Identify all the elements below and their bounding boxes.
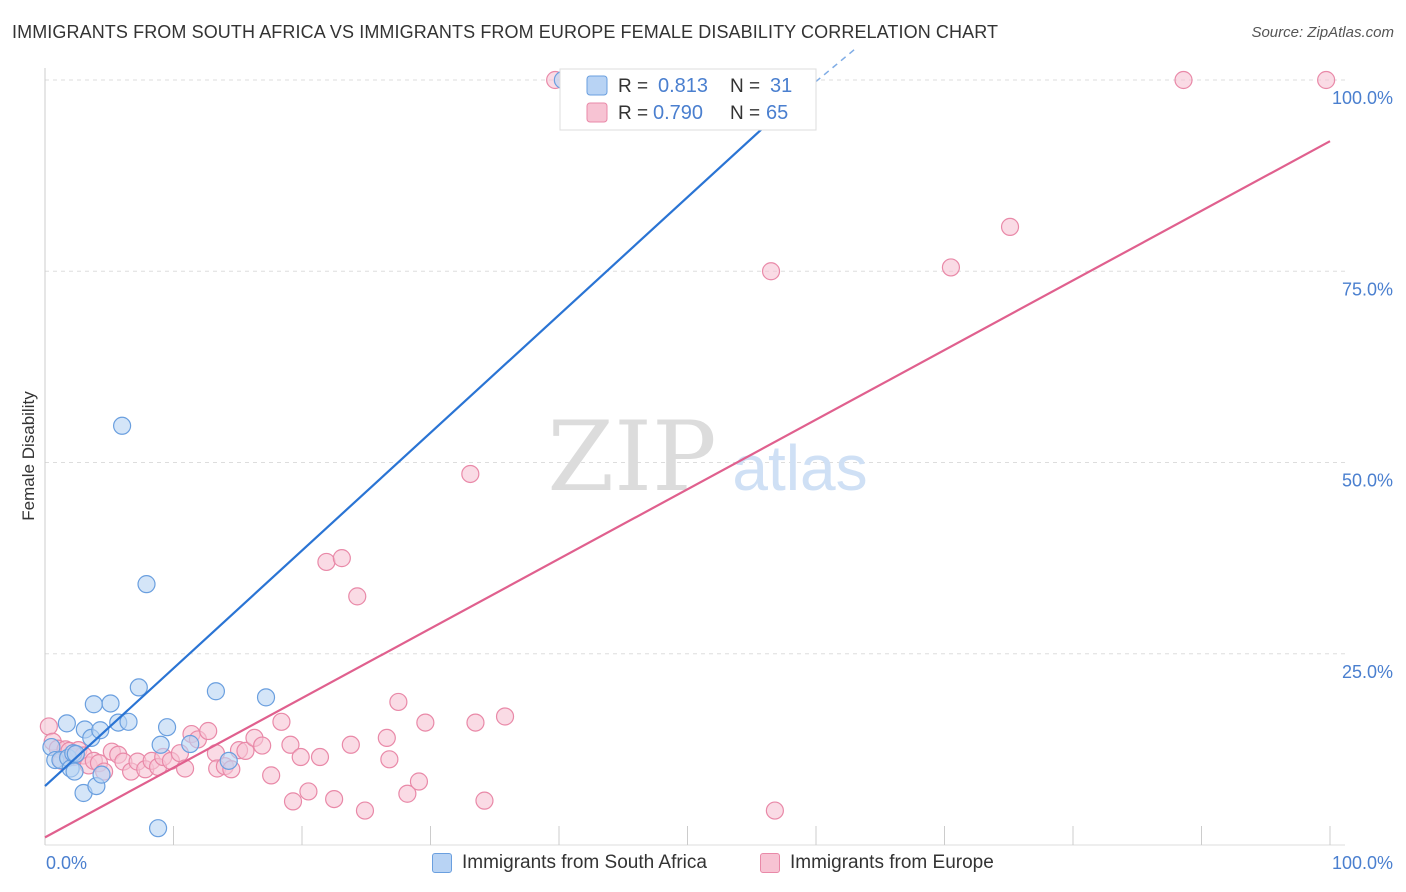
south-africa-point [148, 819, 168, 838]
x-tick-label: 100.0% [1332, 853, 1393, 873]
europe-point [39, 717, 58, 736]
stats-legend-n-value-1: 31 [770, 75, 792, 97]
europe-point [761, 262, 781, 281]
south-africa-point [157, 718, 177, 737]
europe-point [262, 766, 281, 785]
europe-point [281, 735, 300, 754]
source-credit: Source: ZipAtlas.com [1251, 24, 1394, 41]
europe-point [272, 712, 291, 731]
europe-point [461, 464, 480, 484]
europe-point [299, 782, 318, 801]
europe-point [325, 789, 344, 809]
europe-point [409, 772, 429, 791]
y-tick-label: 50.0% [1342, 471, 1393, 491]
europe-point [495, 707, 515, 726]
stats-legend-r-label-2: R = [618, 103, 648, 124]
europe-point [380, 750, 399, 769]
y-tick-label: 25.0% [1342, 662, 1393, 682]
europe-trend-line [44, 140, 1331, 839]
europe-point [199, 721, 218, 741]
south-africa-point [57, 714, 76, 733]
europe-point [291, 747, 310, 767]
south-africa-point [256, 688, 276, 707]
series-legend: Immigrants from South Africa Immigrants … [0, 852, 1406, 878]
europe-point [253, 736, 272, 755]
europe-point [283, 792, 303, 811]
europe-point [765, 801, 784, 820]
europe-point [377, 728, 396, 748]
europe-point [355, 801, 375, 820]
europe-point [475, 791, 494, 810]
south-africa-point [65, 762, 84, 781]
europe-point [317, 552, 336, 572]
chart-title: IMMIGRANTS FROM SOUTH AFRICA VS IMMIGRAN… [12, 22, 999, 42]
stats-legend-swatch-blue [586, 75, 608, 96]
europe-point [466, 713, 485, 732]
points-layer [39, 70, 1336, 838]
south-africa-point [112, 416, 132, 435]
south-africa-point [119, 712, 138, 731]
south-africa-point [137, 575, 156, 594]
stats-legend-n-label-1: N = [730, 76, 760, 97]
y-tick-label: 75.0% [1342, 279, 1393, 299]
axis-layer: 25.0% 50.0% 75.0% 100.0% 0.0% 100.0% [44, 68, 1393, 873]
watermark-atlas: atlas [732, 432, 867, 504]
y-axis-label: Female Disability [19, 391, 38, 521]
stats-legend: R = 0.813 N = 31 R = 0.790 N = 65 [559, 68, 817, 131]
y-tick-label: 100.0% [1332, 88, 1393, 108]
x-tick-label: 0.0% [46, 853, 87, 873]
south-africa-point [219, 751, 238, 770]
south-africa-point [151, 735, 170, 754]
south-africa-point [206, 682, 226, 701]
europe-point [348, 587, 367, 606]
south-africa-point [181, 734, 200, 754]
south-africa-trend-line [44, 102, 792, 787]
watermark: ZIP atlas [547, 401, 867, 513]
stats-legend-r-value-2: 0.790 [653, 102, 703, 124]
europe-point [1174, 70, 1193, 90]
europe-point [310, 747, 330, 767]
legend-swatch-south-africa [432, 853, 452, 873]
south-africa-point [129, 678, 148, 697]
stats-legend-swatch-pink [586, 102, 608, 123]
watermark-zip: ZIP [547, 401, 716, 513]
legend-swatch-europe [760, 853, 780, 873]
legend-item-europe: Immigrants from Europe [760, 852, 994, 874]
europe-point [341, 735, 360, 754]
europe-point [389, 692, 408, 712]
legend-label-europe: Immigrants from Europe [790, 852, 994, 873]
europe-point [332, 549, 351, 568]
europe-point [1317, 70, 1336, 90]
europe-point [941, 258, 961, 277]
europe-point [416, 713, 435, 732]
south-africa-point [92, 765, 111, 784]
legend-label-south-africa: Immigrants from South Africa [462, 852, 707, 873]
stats-legend-r-value-1: 0.813 [658, 75, 708, 97]
south-africa-point [101, 694, 120, 713]
south-africa-point [66, 744, 85, 764]
south-africa-point [84, 695, 103, 714]
europe-point [1000, 217, 1020, 236]
grid-layer [45, 79, 1345, 655]
legend-item-south-africa: Immigrants from South Africa [432, 852, 707, 874]
stats-legend-n-label-2: N = [730, 103, 760, 124]
stats-legend-r-label-1: R = [618, 76, 648, 97]
europe-point [236, 741, 255, 761]
stats-legend-n-value-2: 65 [766, 102, 788, 124]
south-africa-point [91, 721, 110, 740]
europe-point [398, 784, 417, 803]
